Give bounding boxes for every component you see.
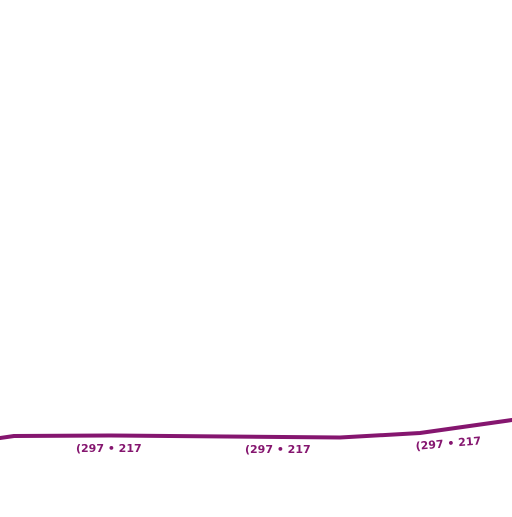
route-label: (297 • 217 xyxy=(245,443,311,456)
route-line[interactable] xyxy=(0,418,512,440)
route-label: (297 • 217 xyxy=(76,442,142,455)
route-label: (297 • 217 xyxy=(415,434,482,453)
